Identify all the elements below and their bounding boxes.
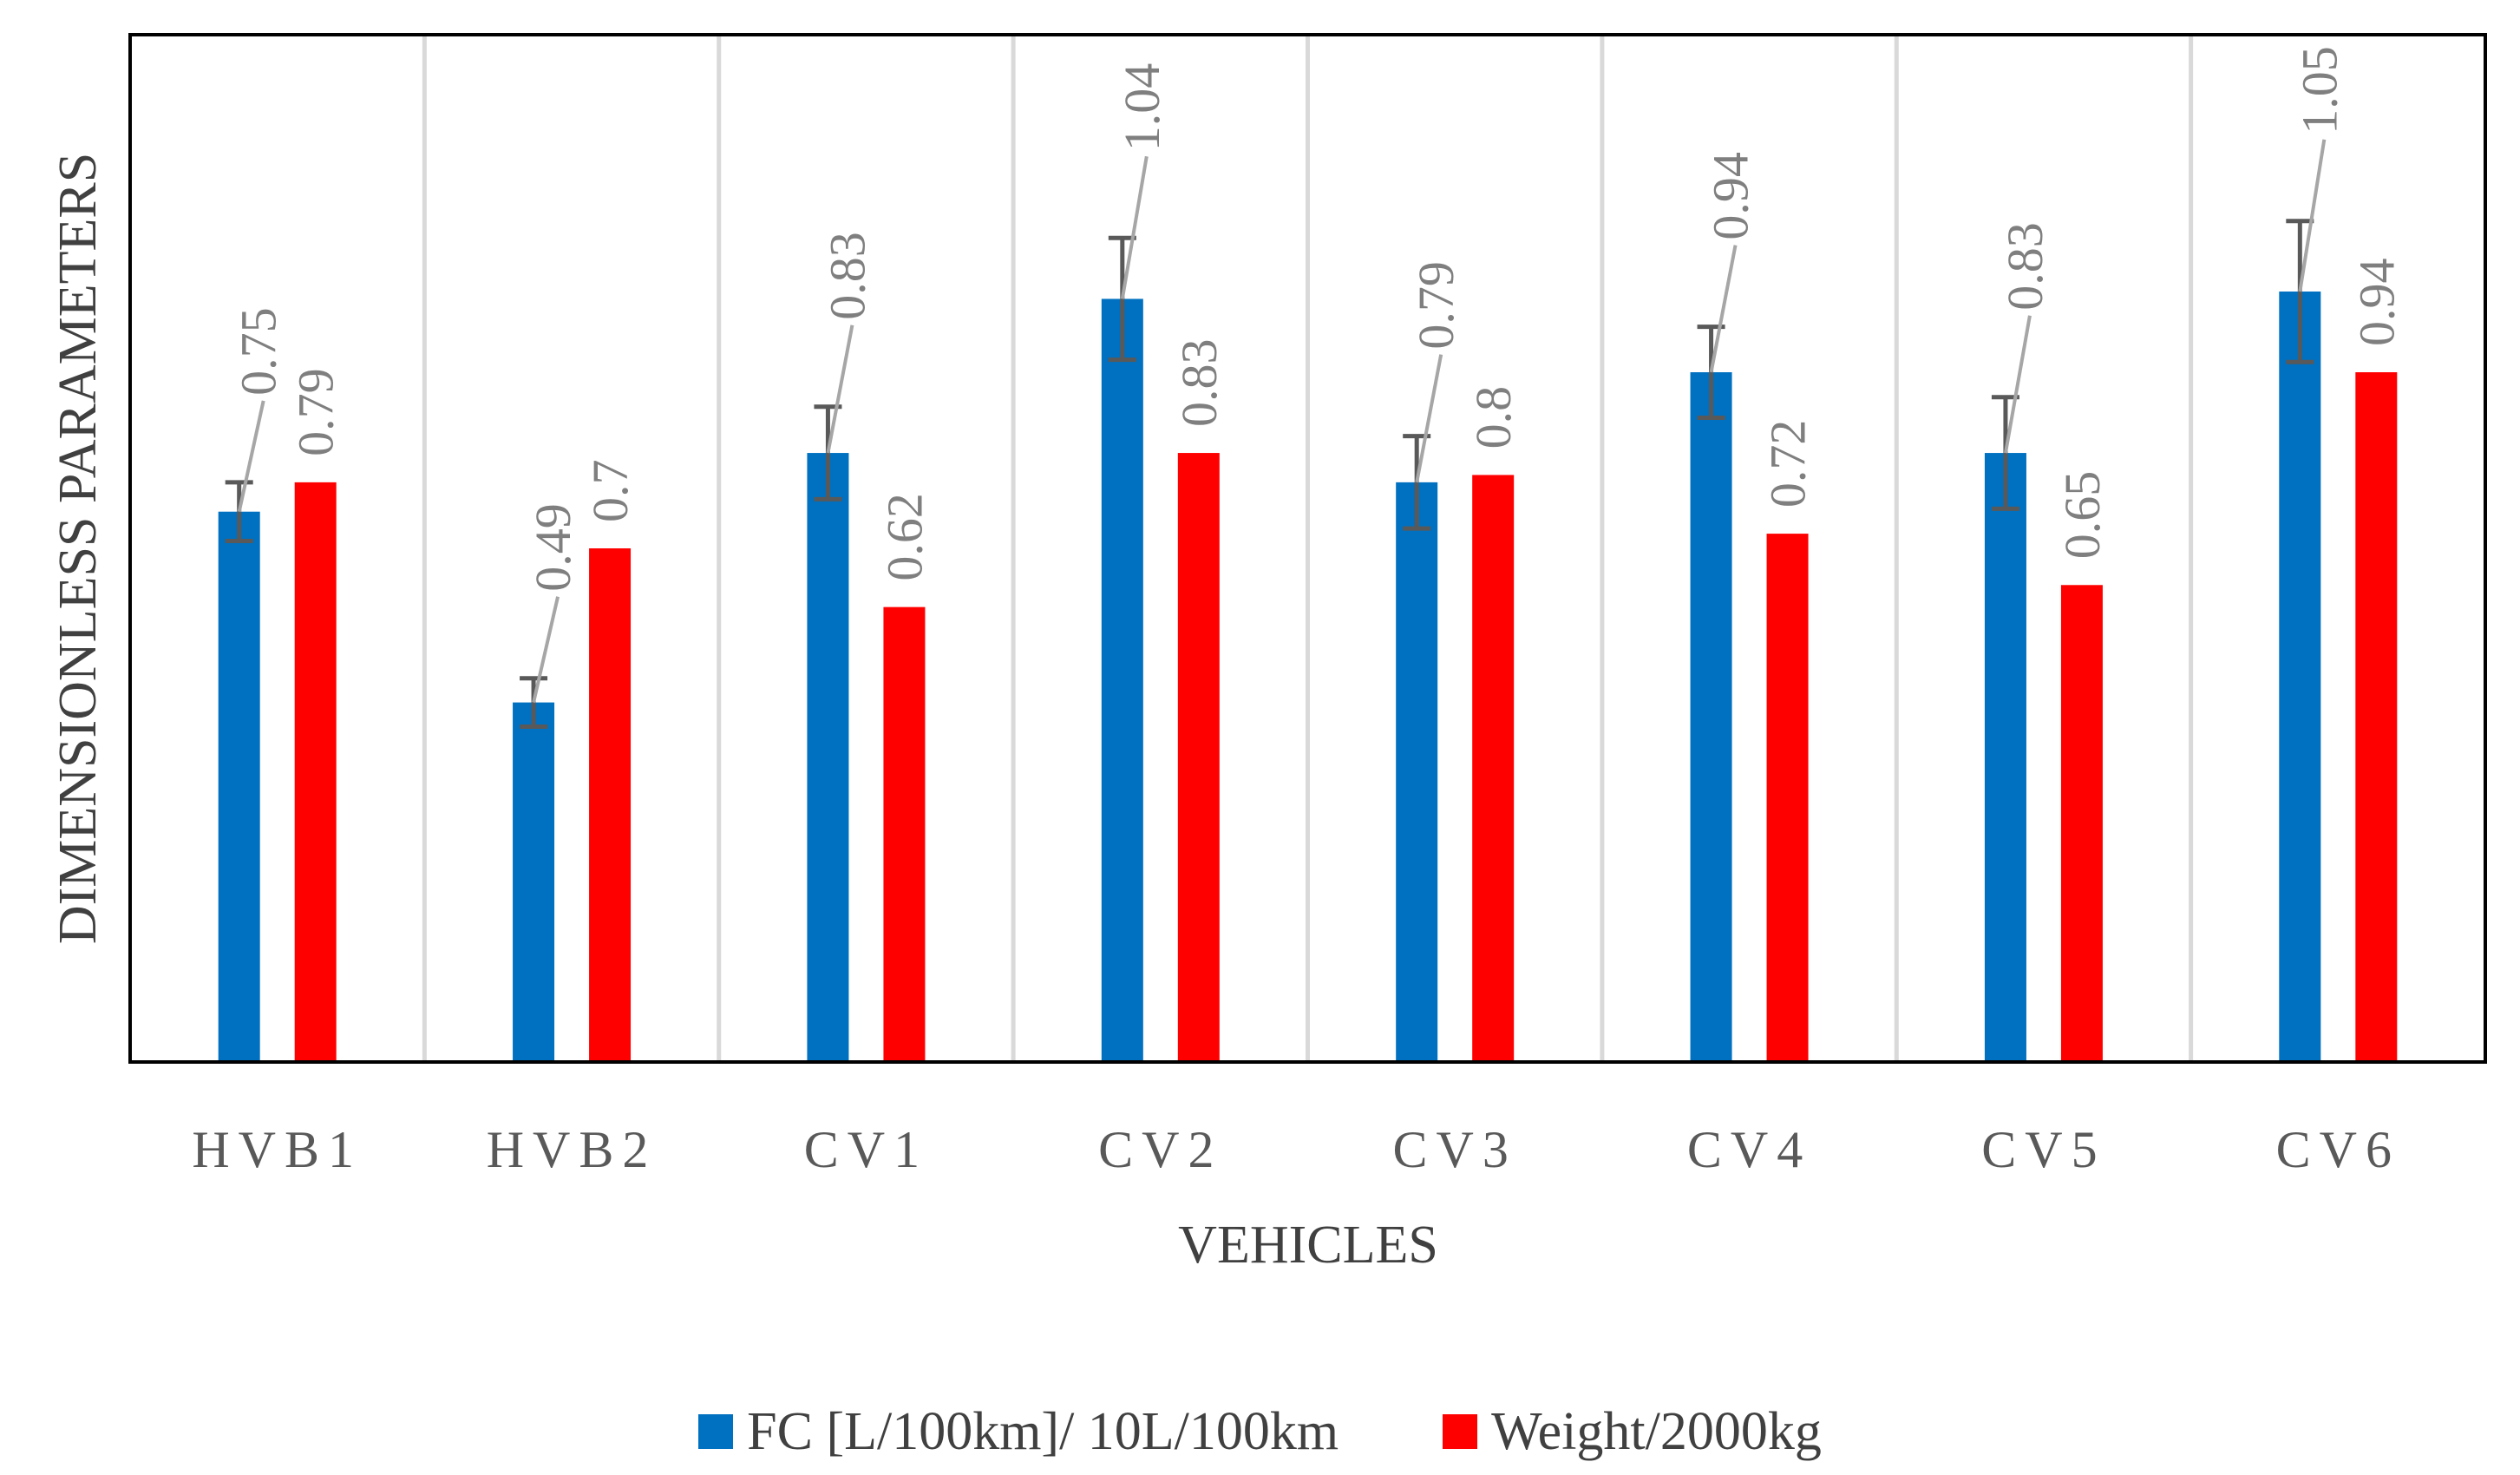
bar-fc-cv6: [2279, 292, 2321, 1062]
bar-fc-cv4: [1690, 372, 1732, 1062]
tick-label-cv3: CV3: [1393, 1121, 1517, 1178]
data-label-weight-hvb1: 0.79: [288, 368, 344, 456]
tick-label-cv1: CV1: [804, 1121, 928, 1178]
leader-line-fc-cv3: [1415, 354, 1443, 483]
data-label-weight-cv4: 0.72: [1760, 420, 1816, 508]
legend-label-fc: FC [L/100km]/ 10L/100km: [747, 1401, 1339, 1461]
leader-line-fc-hvb1: [237, 400, 265, 513]
data-label-weight-cv2: 0.83: [1171, 339, 1227, 428]
leader-line-fc-cv1: [826, 324, 854, 454]
tick-label-cv5: CV5: [1981, 1121, 2105, 1178]
legend-label-weight: Weight/2000kg: [1491, 1401, 1822, 1461]
data-label-weight-cv3: 0.8: [1465, 386, 1522, 449]
bar-weight-cv1: [883, 606, 926, 1062]
data-label-weight-cv1: 0.62: [876, 493, 933, 581]
tick-label-cv6: CV6: [2276, 1121, 2400, 1178]
data-label-weight-cv5: 0.65: [2054, 471, 2111, 560]
leader-line-fc-cv5: [2003, 315, 2032, 454]
tick-label-cv2: CV2: [1098, 1121, 1222, 1178]
data-label-weight-cv6: 0.94: [2348, 259, 2405, 347]
bar-weight-cv6: [2355, 372, 2398, 1062]
data-label-fc-cv5: 0.83: [1997, 222, 2053, 311]
bar-fc-cv2: [1101, 298, 1143, 1062]
bar-fc-cv5: [1984, 453, 2026, 1062]
data-label-fc-hvb2: 0.49: [525, 503, 581, 592]
bar-fc-hvb2: [513, 702, 555, 1062]
leader-line-fc-hvb2: [532, 596, 560, 704]
bar-weight-cv4: [1766, 534, 1809, 1062]
data-label-weight-hvb2: 0.7: [582, 460, 638, 523]
bar-weight-cv2: [1177, 453, 1220, 1062]
y-axis-title: DIMENSIONLESS PARAMETERS: [49, 153, 108, 944]
bar-weight-hvb1: [294, 482, 337, 1062]
bar-weight-hvb2: [589, 548, 632, 1062]
legend-item-weight: Weight/2000kg: [1443, 1401, 1822, 1463]
leader-line-fc-cv2: [1120, 155, 1149, 299]
leader-line-fc-cv4: [1709, 245, 1738, 373]
legend-swatch-weight: [1443, 1414, 1478, 1449]
tick-label-hvb2: HVB2: [487, 1121, 658, 1178]
bar-fc-hvb1: [218, 511, 260, 1062]
leader-line-fc-cv6: [2298, 139, 2327, 292]
tick-label-cv4: CV4: [1687, 1121, 1811, 1178]
tick-label-hvb1: HVB1: [192, 1121, 363, 1178]
legend-item-fc: FC [L/100km]/ 10L/100km: [698, 1401, 1339, 1463]
bar-weight-cv3: [1472, 475, 1515, 1062]
bar-weight-cv5: [2060, 585, 2103, 1062]
bar-fc-cv1: [807, 453, 849, 1062]
data-label-fc-hvb1: 0.75: [231, 307, 287, 396]
x-axis-title: VEHICLES: [1178, 1216, 1438, 1275]
data-label-fc-cv3: 0.79: [1408, 261, 1464, 350]
data-label-fc-cv2: 1.04: [1114, 63, 1170, 152]
legend-swatch-fc: [698, 1414, 734, 1449]
legend: FC [L/100km]/ 10L/100km Weight/2000kg: [0, 1393, 2520, 1471]
plot-border: [128, 33, 2487, 1064]
data-label-fc-cv1: 0.83: [819, 232, 875, 320]
chart: 0.750.790.490.70.830.621.040.830.790.80.…: [49, 33, 2487, 1275]
bar-fc-cv3: [1396, 482, 1438, 1062]
data-label-fc-cv6: 1.05: [2291, 46, 2347, 134]
data-label-fc-cv4: 0.94: [1703, 152, 1759, 240]
